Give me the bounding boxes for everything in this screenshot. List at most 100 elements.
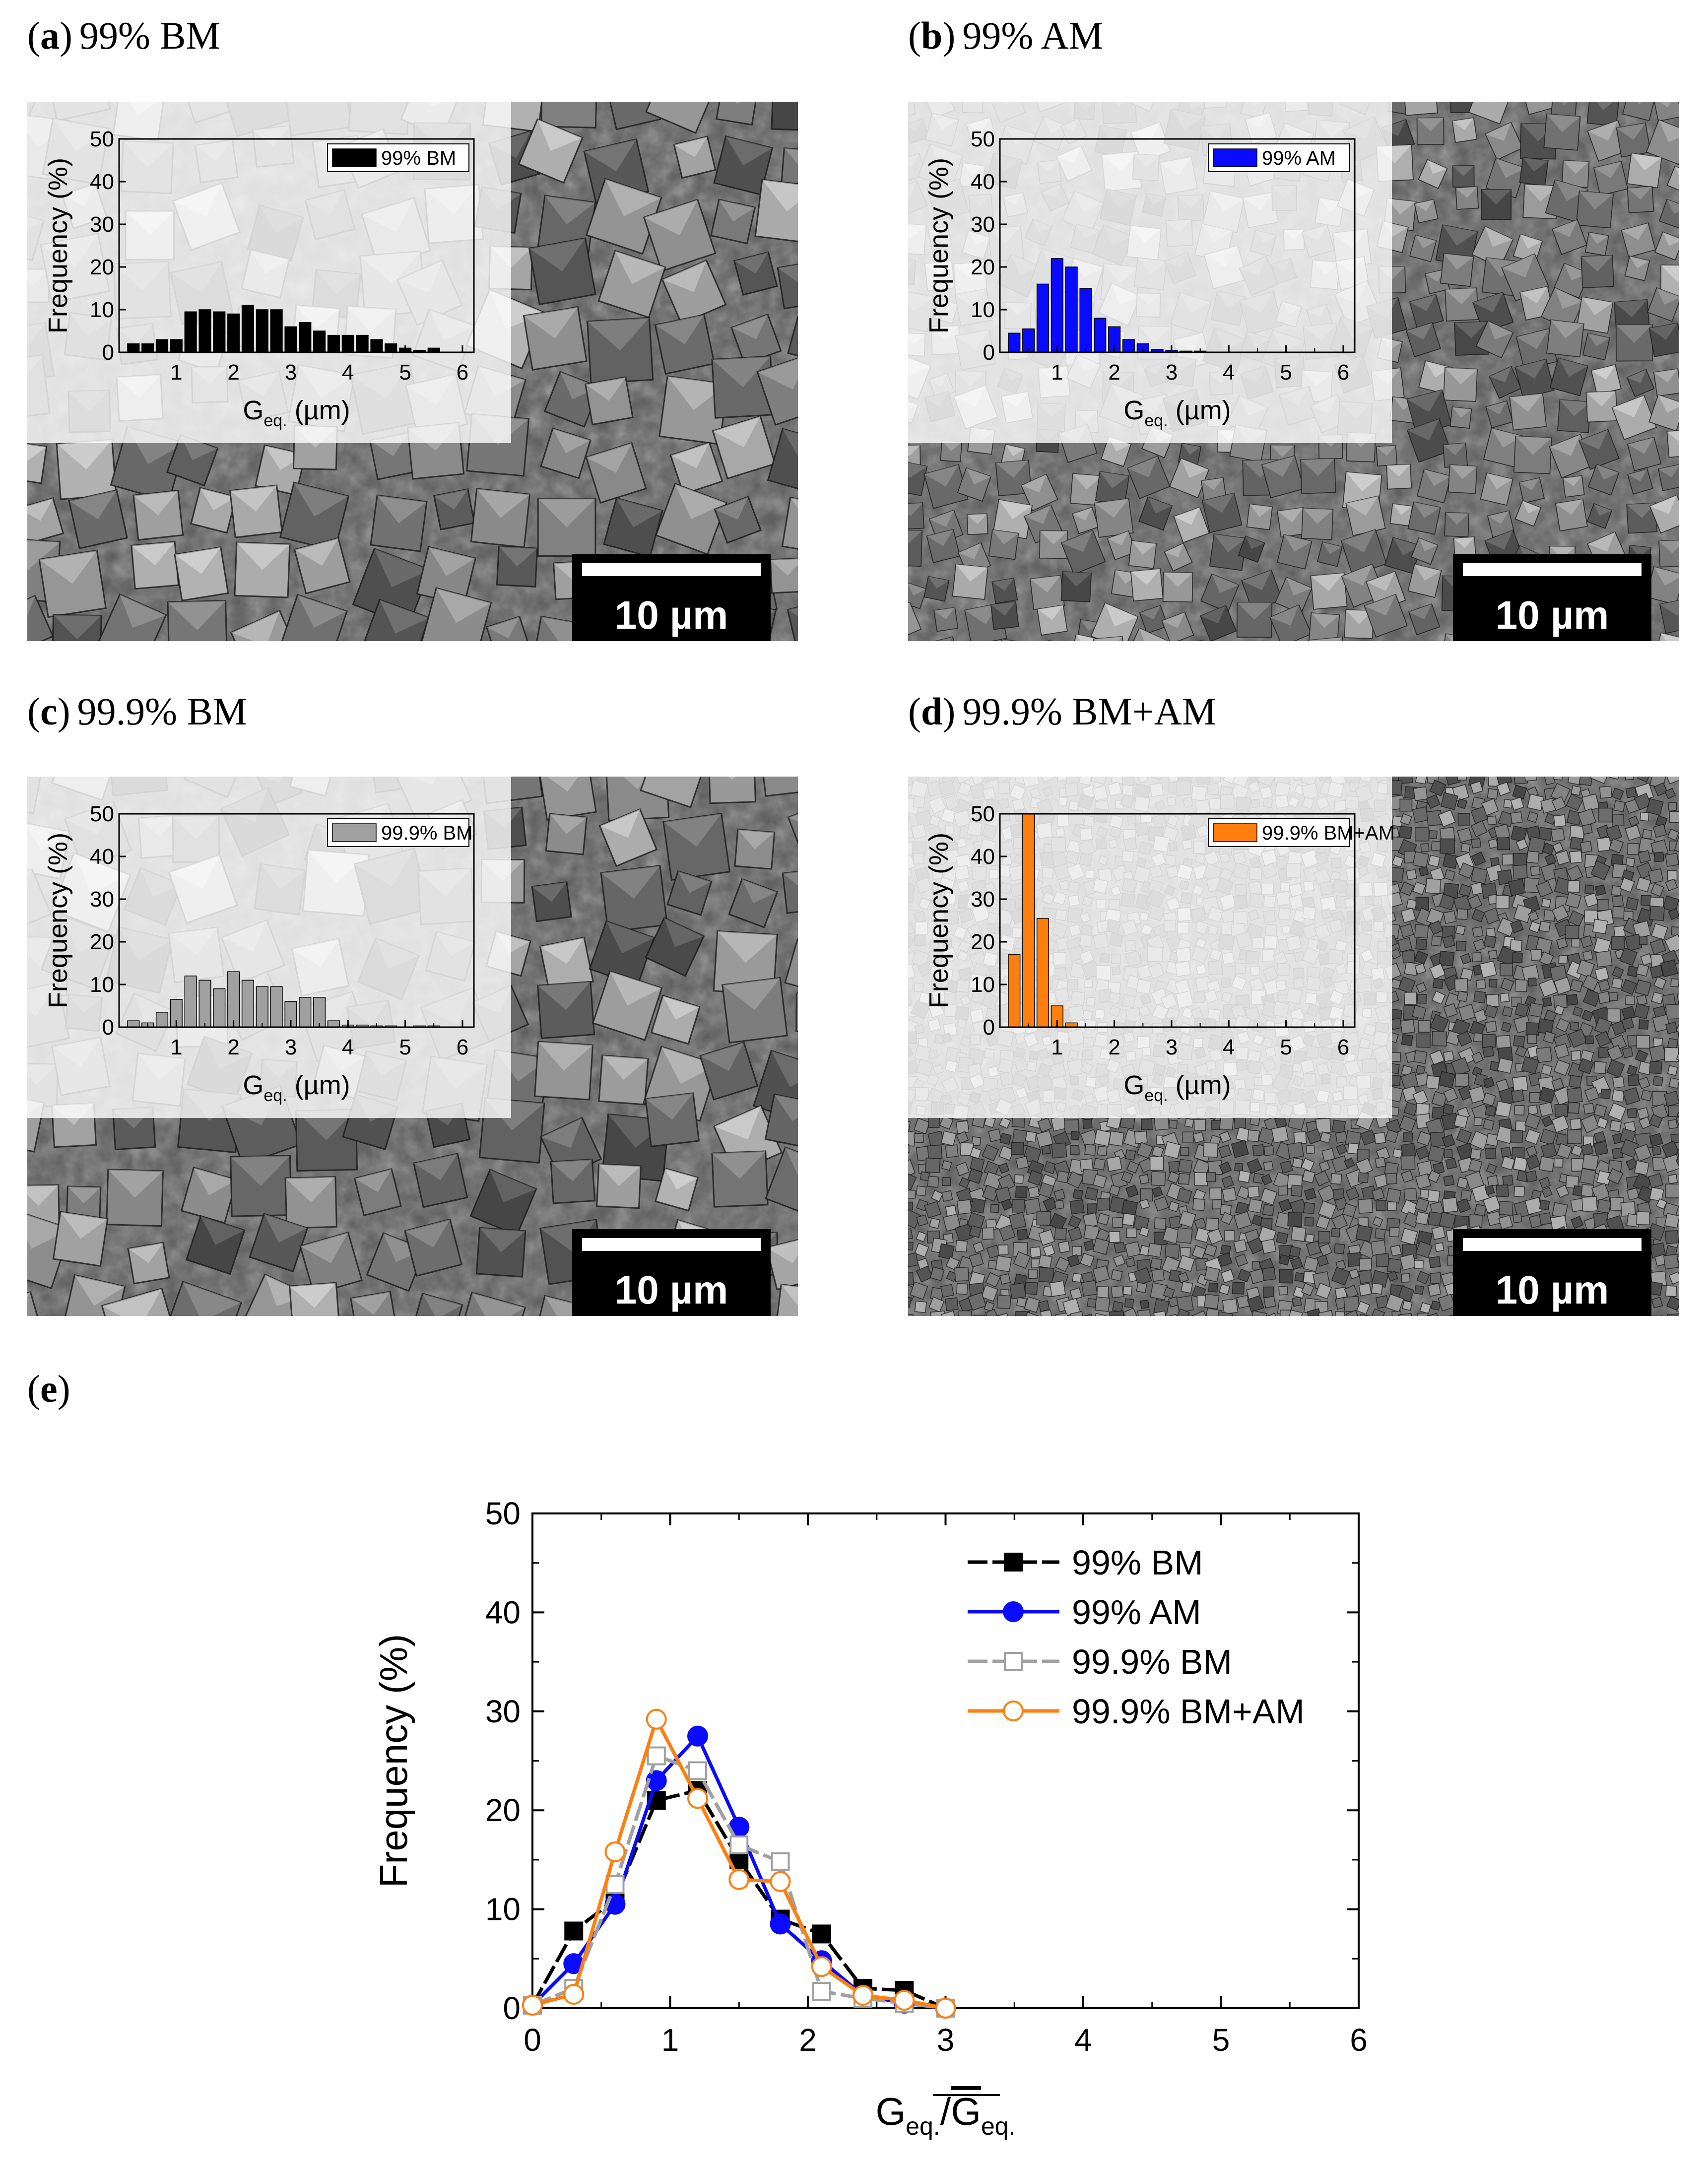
sem-grain-facet	[457, 1344, 521, 1378]
sem-grain-facet	[1683, 423, 1708, 446]
sem-grain-facet	[27, 1185, 59, 1206]
sem-grain	[640, 777, 709, 808]
sem-grain	[1551, 796, 1567, 811]
data-point	[605, 1875, 625, 1894]
sem-grain	[1458, 862, 1475, 879]
sem-grain-facet	[645, 1093, 693, 1120]
sem-grain-facet	[1596, 464, 1619, 480]
sem-grain	[460, 665, 530, 734]
sem-grain-facet	[725, 136, 773, 166]
sem-grain-facet	[1491, 428, 1523, 448]
sem-grain	[1397, 937, 1413, 953]
sem-grain	[1686, 112, 1708, 158]
y-tick-label: 10	[485, 1892, 521, 1927]
y-tick-label: 10	[90, 298, 114, 322]
sem-grain	[1440, 792, 1458, 810]
sem-grain	[1556, 1143, 1573, 1160]
sem-grain-facet	[1445, 367, 1478, 385]
sem-grain	[539, 1336, 616, 1413]
sem-grain	[1192, 1198, 1205, 1211]
x-axis-label-sep: /	[940, 2090, 951, 2133]
sem-grain	[1584, 1315, 1596, 1316]
sem-grain-facet	[377, 495, 427, 524]
panel-label-close: )	[58, 1367, 70, 1410]
sem-grain	[917, 1317, 926, 1326]
sem-grain	[1485, 1148, 1497, 1159]
sem-grain	[1011, 1141, 1025, 1155]
sem-grain	[1417, 993, 1427, 1004]
sem-grain	[1415, 777, 1428, 785]
sem-grain	[1403, 1102, 1418, 1116]
sem-grain-facet	[967, 514, 987, 524]
sem-grain	[1683, 954, 1695, 966]
sem-grain	[1578, 777, 1593, 787]
sem-grain-facet	[599, 809, 640, 838]
sem-grain	[1038, 1300, 1050, 1312]
sem-grain	[1606, 1059, 1625, 1078]
sem-grain	[1412, 1005, 1427, 1020]
sem-grain	[1416, 1033, 1431, 1048]
sem-grain	[1191, 1245, 1206, 1259]
sem-grain	[940, 1284, 954, 1298]
sem-grain	[1163, 1287, 1175, 1299]
sem-grain	[956, 1131, 969, 1144]
sem-grain-facet	[908, 445, 920, 457]
sem-grain	[1414, 827, 1430, 842]
sem-grain	[1303, 1202, 1315, 1214]
data-point	[687, 1725, 708, 1747]
sem-grain	[929, 1266, 945, 1282]
sem-grain	[1123, 1308, 1138, 1316]
sem-grain	[1318, 1160, 1330, 1172]
sem-grain-facet	[1346, 471, 1382, 492]
sem-grain-facet	[773, 67, 835, 100]
sem-grain-facet	[1616, 639, 1646, 641]
sem-grain-facet	[436, 588, 491, 623]
sem-grain-facet	[1341, 529, 1376, 552]
y-tick-label: 30	[971, 887, 995, 912]
sem-grain-facet	[1661, 265, 1679, 282]
sem-grain-facet	[1486, 401, 1507, 415]
sem-grain-facet	[1515, 436, 1552, 455]
sem-grain	[1638, 1076, 1650, 1089]
sem-grain-facet	[1182, 443, 1201, 455]
sem-grain	[1593, 1131, 1606, 1143]
sem-grain	[1425, 878, 1442, 894]
sem-grain	[1611, 1089, 1625, 1103]
sem-grain	[1639, 1116, 1652, 1129]
sem-grain-facet	[1555, 287, 1584, 309]
histogram-legend-label: 99% BM	[381, 147, 456, 169]
sem-grain	[1667, 1038, 1679, 1049]
sem-grain	[1429, 920, 1444, 935]
sem-grain	[1667, 1313, 1679, 1316]
sem-grain-facet	[74, 1275, 125, 1306]
histogram-axes-frame	[118, 813, 475, 1028]
sem-grain-facet	[664, 918, 704, 947]
sem-grain	[1637, 777, 1651, 783]
sem-grain-facet	[283, 67, 347, 105]
sem-grain	[1510, 939, 1523, 952]
sem-grain	[1583, 1103, 1595, 1115]
sem-grain	[736, 1349, 774, 1387]
sem-grain	[941, 1130, 957, 1147]
sem-grain	[1249, 1310, 1268, 1316]
sem-grain	[1262, 1204, 1275, 1217]
sem-grain-facet	[69, 490, 117, 520]
sem-grain	[1176, 1227, 1193, 1244]
sem-grain	[1342, 1203, 1357, 1218]
sem-grain-facet	[670, 442, 710, 468]
sem-grain	[1057, 1241, 1071, 1253]
sem-grain	[1124, 1241, 1141, 1258]
sem-grain	[1067, 1227, 1083, 1242]
sem-grain-facet	[1308, 637, 1343, 641]
sem-grain	[1695, 229, 1708, 265]
sem-grain	[1389, 1227, 1400, 1238]
sem-grain	[1662, 895, 1679, 913]
sem-grain	[1412, 851, 1430, 868]
sem-grain	[1685, 78, 1708, 118]
data-point	[770, 1871, 791, 1892]
sem-grain-facet	[1239, 644, 1271, 665]
sem-grain	[1593, 1104, 1607, 1118]
sem-grain	[1676, 1147, 1679, 1162]
